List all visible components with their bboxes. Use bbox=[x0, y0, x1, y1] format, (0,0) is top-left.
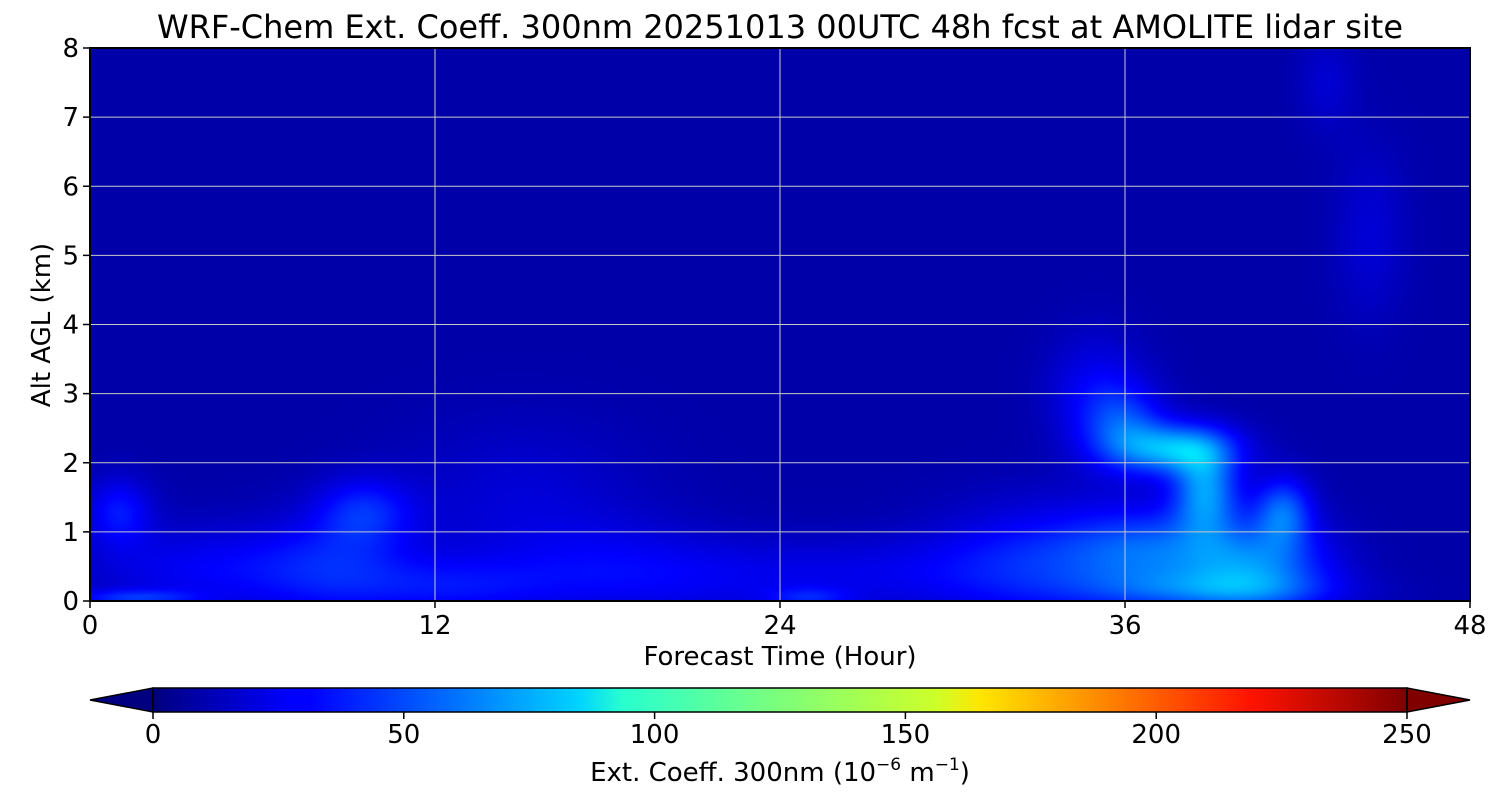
chart-title: WRF-Chem Ext. Coeff. 300nm 20251013 00UT… bbox=[157, 8, 1403, 46]
colorbar-gradient bbox=[152, 687, 1408, 713]
x-tick-label: 24 bbox=[763, 611, 796, 641]
y-tick-label: 0 bbox=[62, 587, 79, 617]
y-tick-label: 6 bbox=[62, 172, 79, 202]
y-tick-label: 1 bbox=[62, 518, 79, 548]
y-tick-label: 8 bbox=[62, 34, 79, 64]
colorbar-over-extension bbox=[1406, 687, 1471, 713]
y-tick-label: 4 bbox=[62, 311, 79, 341]
colorbar-label: Ext. Coeff. 300nm (10−6 m−1) bbox=[590, 755, 970, 788]
colorbar-label-mid: m bbox=[901, 758, 935, 788]
y-axis-label: Alt AGL (km) bbox=[27, 243, 57, 407]
colorbar-label-main: Ext. Coeff. 300nm (10 bbox=[590, 758, 876, 788]
x-tick-label: 12 bbox=[418, 611, 451, 641]
y-tick-label: 2 bbox=[62, 449, 79, 479]
colorbar-tick-label: 0 bbox=[145, 720, 162, 750]
colorbar-label-exp1: −6 bbox=[876, 755, 901, 775]
x-tick-label: 48 bbox=[1453, 611, 1486, 641]
colorbar-tick-label: 50 bbox=[387, 720, 420, 750]
x-tick-label: 36 bbox=[1108, 611, 1141, 641]
colorbar-tick-label: 250 bbox=[1382, 720, 1432, 750]
y-axis: 0 1 2 3 4 5 6 7 8 bbox=[62, 34, 90, 617]
colorbar-ticks: 0 50 100 150 200 250 bbox=[145, 712, 1432, 750]
colorbar-under-extension bbox=[89, 687, 154, 713]
y-tick-label: 3 bbox=[62, 380, 79, 410]
colorbar-label-end: ) bbox=[960, 758, 970, 788]
colorbar-tick-label: 150 bbox=[881, 720, 931, 750]
x-axis: 0 12 24 36 48 bbox=[82, 601, 1487, 641]
y-tick-label: 7 bbox=[62, 103, 79, 133]
x-axis-label: Forecast Time (Hour) bbox=[643, 642, 916, 672]
colorbar: 0 50 100 150 200 250 Ext. Coeff. 300nm (10−6 … bbox=[89, 687, 1471, 788]
x-tick-label: 0 bbox=[82, 611, 99, 641]
colorbar-tick-label: 100 bbox=[630, 720, 680, 750]
y-tick-label: 5 bbox=[62, 241, 79, 271]
colorbar-label-exp2: −1 bbox=[935, 755, 960, 775]
colorbar-tick-label: 200 bbox=[1131, 720, 1181, 750]
